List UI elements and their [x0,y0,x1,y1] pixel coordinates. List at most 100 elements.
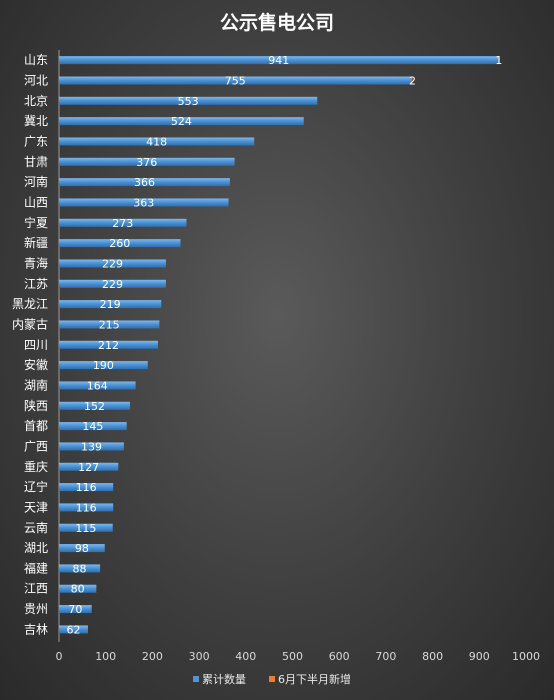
data-label-cumulative: 116 [76,501,97,514]
data-label-new: 1 [495,54,502,67]
x-tick-label: 400 [235,650,256,663]
bar-cumulative [59,544,105,553]
category-label: 四川 [24,338,48,352]
category-label: 河南 [24,174,48,189]
bar-cumulative [59,96,318,105]
x-tick-label: 200 [142,650,163,663]
legend-label: 累计数量 [202,673,246,686]
data-label-cumulative: 145 [82,420,103,433]
bar-cumulative [59,157,235,166]
bar-cumulative [59,320,160,329]
bar-cumulative [59,300,162,309]
bar-cumulative [59,605,92,614]
x-tick-label: 700 [375,650,396,663]
legend-swatch [193,676,199,682]
data-label-cumulative: 418 [146,135,167,148]
bar-cumulative [59,117,304,126]
category-label: 湖北 [24,540,48,555]
category-label: 冀北 [24,114,48,128]
data-label-cumulative: 190 [93,359,114,372]
legend-label: 6月下半月新增 [278,672,351,686]
data-label-cumulative: 524 [171,115,192,128]
data-label-cumulative: 80 [71,583,85,596]
data-label-cumulative: 260 [109,237,130,250]
legend: 累计数量 6月下半月新增 [193,672,351,686]
category-label: 安徽 [24,357,48,372]
data-label-cumulative: 116 [76,481,97,494]
data-label-cumulative: 115 [75,522,96,535]
bar-cumulative [59,625,88,634]
x-tick-label: 0 [56,650,63,663]
data-label-cumulative: 70 [68,603,82,616]
data-label-cumulative: 273 [112,217,133,230]
category-label: 宁夏 [24,215,48,230]
category-label: 辽宁 [24,479,48,494]
category-label: 河北 [24,73,48,87]
category-label: 吉林 [24,622,48,636]
data-label-cumulative: 366 [134,176,155,189]
category-label: 广西 [24,439,48,453]
data-label-cumulative: 88 [73,562,87,575]
category-label: 福建 [24,560,48,575]
category-label: 内蒙古 [12,316,48,331]
data-label-cumulative: 127 [78,461,99,474]
bar-cumulative [59,503,114,512]
category-label: 首都 [24,419,48,433]
category-label: 天津 [24,500,48,514]
category-label: 新疆 [24,235,48,250]
category-label: 江西 [24,582,48,596]
bar-cumulative [59,137,255,146]
bar-cumulative [59,381,136,390]
bar-cumulative [59,584,97,593]
bar-cumulative [59,218,187,227]
data-label-cumulative: 755 [225,74,246,87]
data-label-cumulative: 376 [136,156,157,169]
category-label: 青海 [24,255,48,270]
bar-cumulative [59,523,113,532]
bar-cumulative [59,564,101,573]
x-tick-label: 900 [469,650,490,663]
bars-group: 山东 941 1 河北 755 2 北京 553 冀北 524 广东 418 甘肃 376 河南 366 山西 3… [12,50,502,642]
data-label-cumulative: 219 [100,298,121,311]
bar-cumulative [59,259,166,268]
data-label-cumulative: 98 [75,542,89,555]
data-label-cumulative: 152 [84,400,105,413]
bar-cumulative [59,462,119,471]
category-label: 湖南 [24,377,48,392]
x-tick-label: 600 [329,650,350,663]
x-tick-label: 300 [189,650,210,663]
bar-cumulative [59,178,230,187]
data-label-cumulative: 212 [98,339,119,352]
chart-title: 公示售电公司 [220,11,334,34]
x-tick-label: 800 [422,650,443,663]
x-tick-label: 500 [282,650,303,663]
category-label: 甘肃 [24,155,48,169]
data-label-cumulative: 553 [178,95,199,108]
bar-new [498,56,500,65]
data-label-cumulative: 62 [66,623,80,636]
category-label: 重庆 [24,460,48,474]
data-label-cumulative: 215 [99,318,120,331]
category-label: 山西 [24,195,48,209]
x-axis: 0 100 200 300 400 500 600 700 800 900 1000 [56,650,541,663]
x-tick-label: 1000 [512,650,540,663]
bar-cumulative [59,56,499,65]
legend-swatch [269,676,275,682]
category-label: 山东 [24,53,48,67]
category-label: 黑龙江 [12,297,48,311]
data-label-cumulative: 941 [268,54,289,67]
bar-cumulative [59,340,159,349]
data-label-new: 2 [409,74,416,87]
bar-new [411,76,413,85]
bar-cumulative [59,279,166,288]
category-label: 广东 [24,134,48,148]
bar-cumulative [59,76,412,85]
data-label-cumulative: 229 [102,278,123,291]
bar-cumulative [59,442,124,451]
category-label: 北京 [24,94,48,108]
x-tick-label: 100 [95,650,116,663]
bar-cumulative [59,361,148,370]
bar-cumulative [59,239,181,248]
bar-cumulative [59,198,229,207]
